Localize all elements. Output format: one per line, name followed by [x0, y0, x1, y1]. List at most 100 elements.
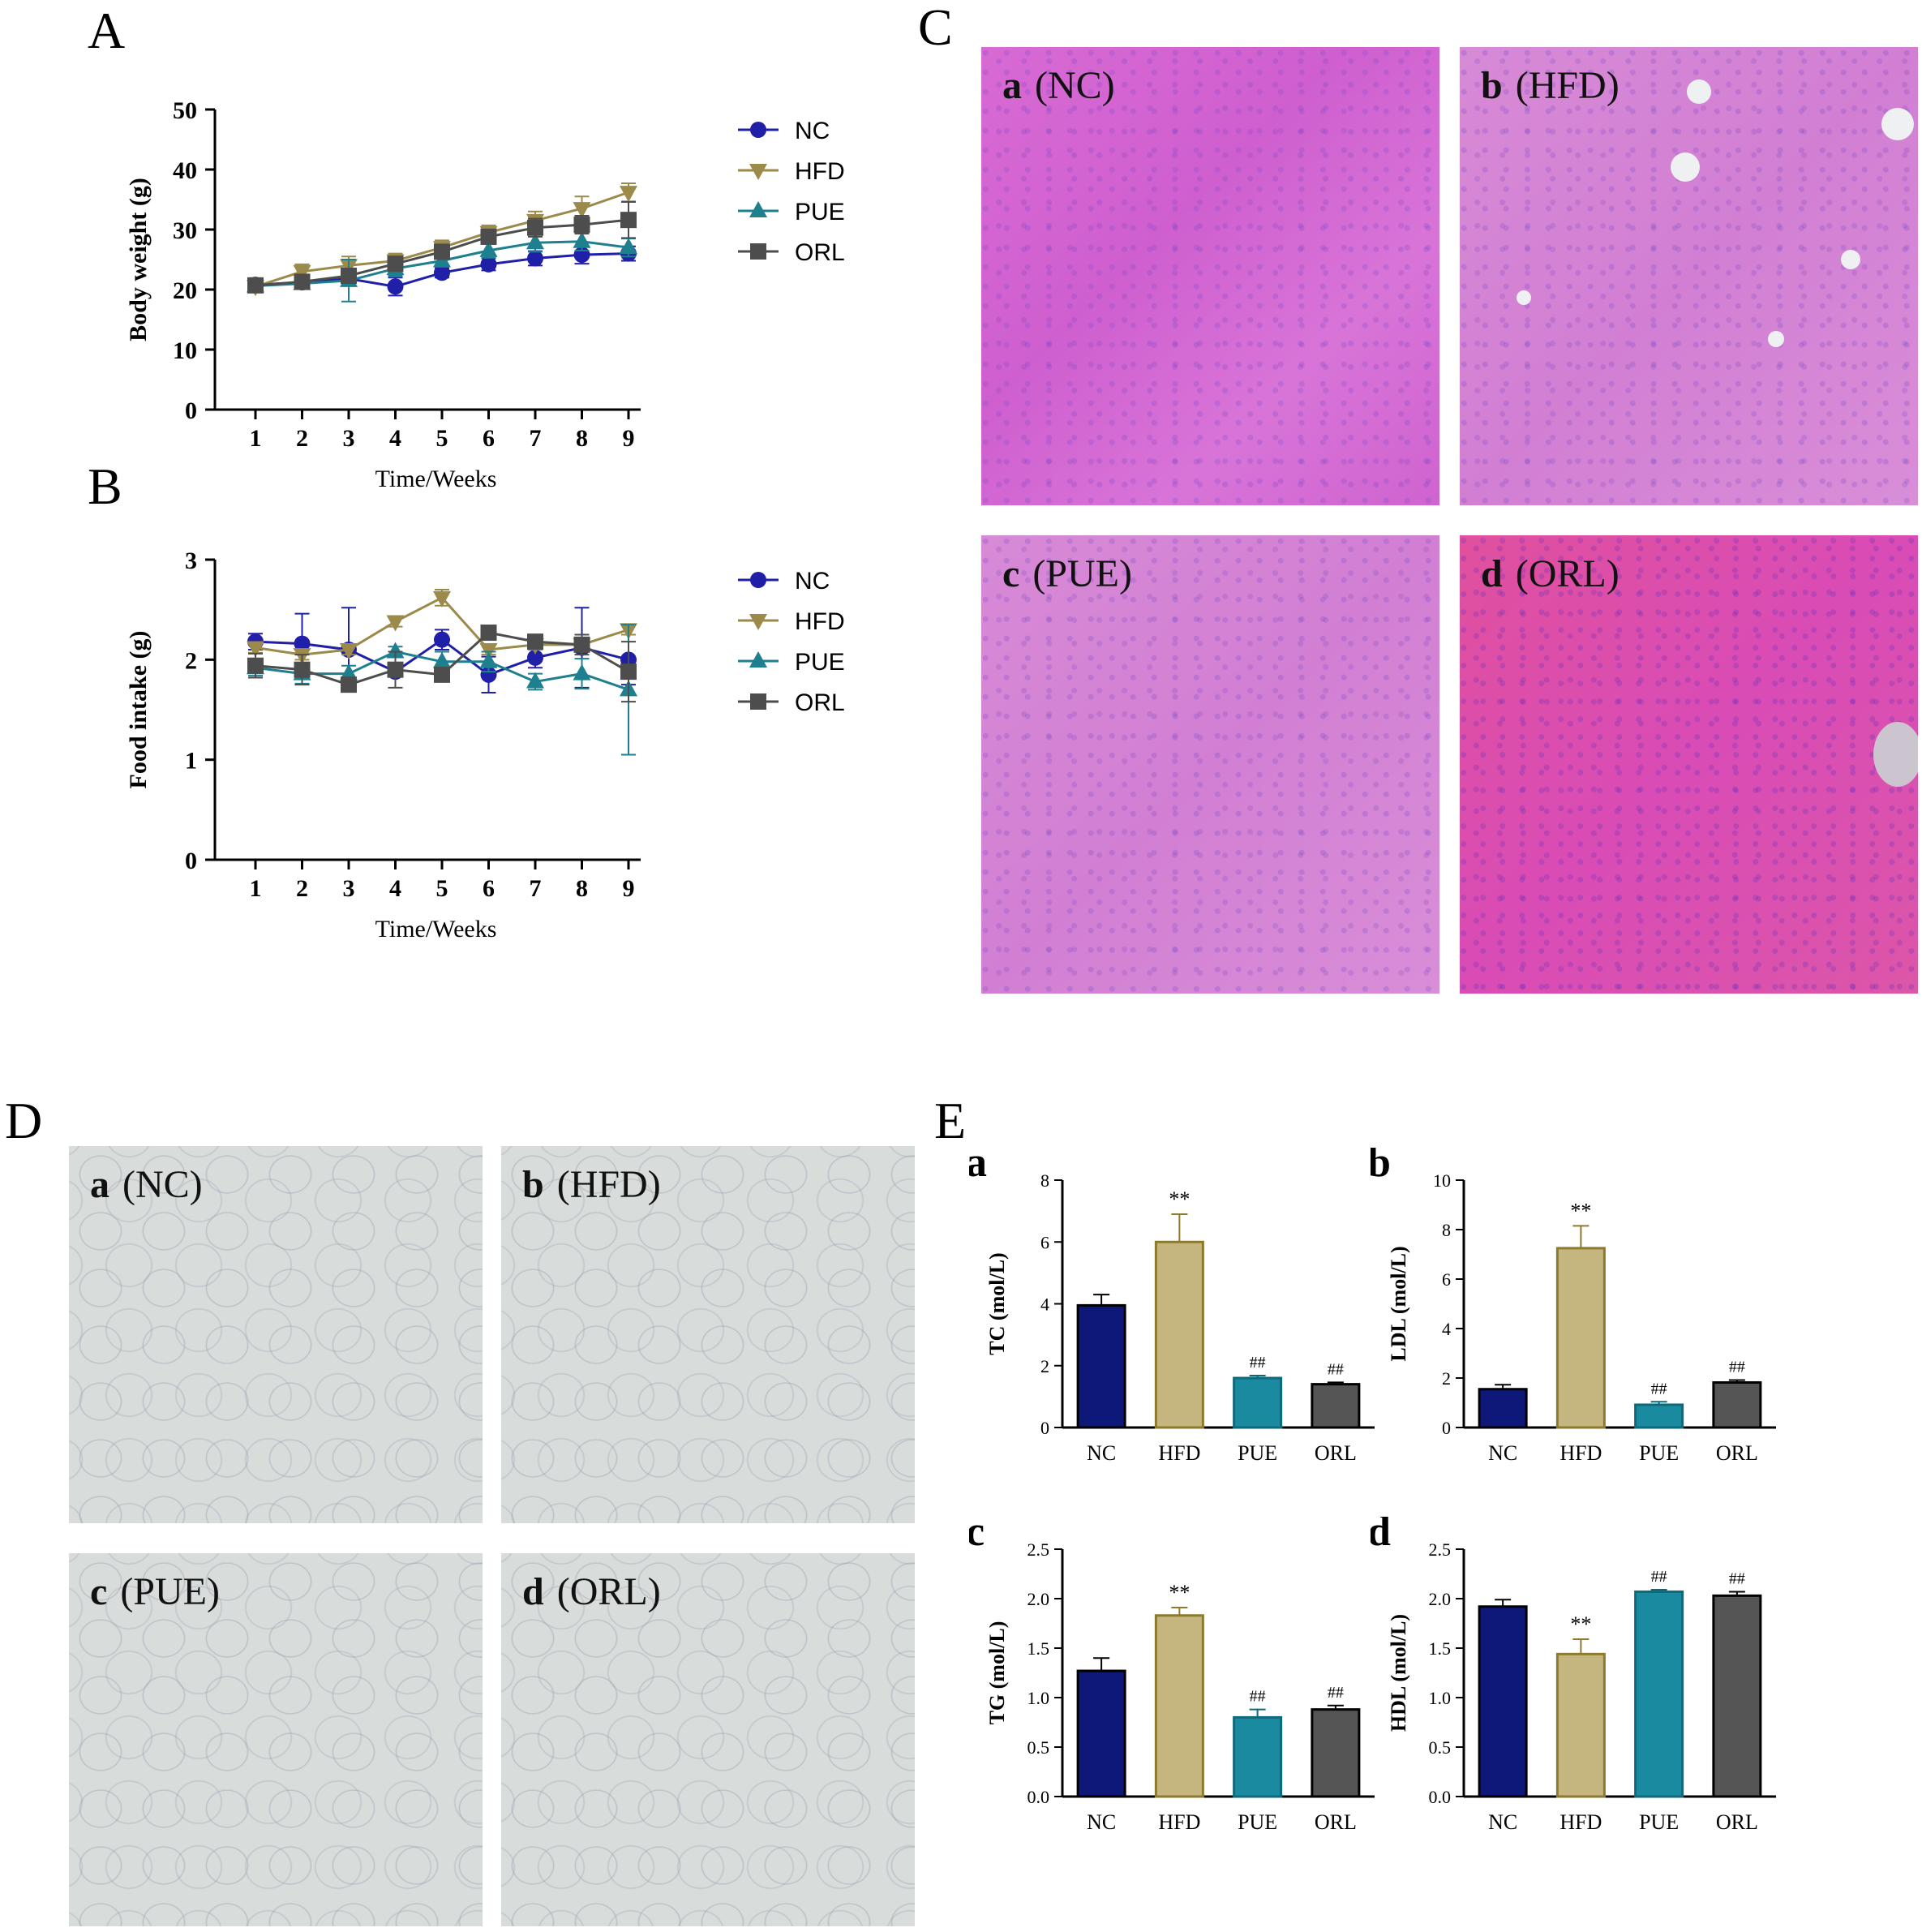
y-tick-label: 4 — [1442, 1319, 1451, 1339]
data-point — [527, 250, 543, 267]
data-point — [479, 651, 498, 668]
x-tick-label: 8 — [576, 425, 588, 452]
data-point — [479, 240, 498, 257]
x-tick-label: 9 — [623, 425, 635, 452]
tc-bar-chart: a 0 2 4 6 8 TC (mol/L) NC ** HFD ## PUE ## ORL — [969, 1148, 1375, 1465]
y-tick-label: 0 — [1040, 1418, 1049, 1438]
liver-micrograph-pue: c (PUE) — [981, 535, 1439, 994]
bar-pue — [1233, 1376, 1283, 1429]
x-tick-label: PUE — [1238, 1810, 1277, 1834]
legend-marker — [749, 201, 767, 217]
micrograph-label: d (ORL) — [522, 1570, 661, 1613]
bar-orl — [1712, 1380, 1762, 1429]
x-tick-label: 7 — [530, 875, 542, 902]
bar-hfd — [1555, 1247, 1606, 1429]
bar-nc — [1076, 1303, 1126, 1429]
data-point — [341, 267, 357, 284]
x-tick-label: ORL — [1716, 1441, 1758, 1465]
ldl-bar-chart: b 0 2 4 6 8 10 LDL (mol/L) NC ** HFD ## PUE ## ORL — [1371, 1148, 1776, 1465]
bar-hfd — [1555, 1652, 1606, 1798]
panel-label-c: C — [918, 0, 953, 56]
x-tick-label: NC — [1488, 1810, 1517, 1834]
x-tick-label: 5 — [436, 425, 448, 452]
x-tick-label: 6 — [483, 875, 495, 902]
y-tick-label: 6 — [1040, 1232, 1049, 1252]
x-axis-label: Time/Weeks — [375, 916, 497, 942]
significance-mark: ## — [1651, 1380, 1667, 1397]
data-point — [293, 264, 311, 281]
y-tick-label: 2 — [1040, 1356, 1049, 1376]
data-point — [573, 217, 590, 234]
y-axis-label: TC (mol/L) — [985, 1252, 1009, 1355]
y-axis-label: HDL (mol/L) — [1387, 1614, 1410, 1732]
legend-marker — [749, 614, 767, 630]
bar-orl — [1311, 1383, 1361, 1429]
x-tick-label: 3 — [343, 425, 355, 452]
data-point — [247, 641, 264, 658]
y-tick-label: 1.0 — [1027, 1688, 1050, 1708]
data-point — [480, 255, 497, 273]
x-tick-label: 8 — [576, 875, 588, 902]
y-tick-label: 0 — [1442, 1418, 1451, 1438]
significance-mark: ## — [1729, 1569, 1745, 1587]
data-point — [433, 590, 451, 608]
liver-micrograph-nc: a (NC) — [981, 47, 1439, 505]
subpanel-letter: d — [1371, 1517, 1391, 1555]
y-tick-label: 6 — [1442, 1269, 1451, 1290]
legend-marker — [750, 572, 766, 588]
significance-mark: ** — [1570, 1612, 1591, 1636]
bar-pue — [1634, 1403, 1684, 1429]
y-tick-label: 1.5 — [1429, 1638, 1452, 1659]
data-point — [387, 278, 404, 295]
significance-mark: ## — [1250, 1688, 1266, 1706]
y-tick-label: 0.0 — [1027, 1787, 1050, 1807]
legend: NC HFD PUE ORL — [738, 118, 845, 266]
subpanel-letter: b — [1371, 1148, 1391, 1186]
significance-mark: ** — [1570, 1199, 1591, 1222]
bar-hfd — [1154, 1614, 1204, 1798]
data-point — [387, 255, 404, 273]
data-point — [434, 264, 450, 281]
data-point — [527, 633, 543, 650]
data-point — [386, 615, 405, 632]
y-tick-label: 2.5 — [1027, 1539, 1050, 1560]
food-intake-line-chart: 0 1 2 3 1 2 3 4 5 6 7 8 9 Time/Weeks Food intake (g) NC… — [125, 547, 845, 942]
x-tick-label: 6 — [483, 425, 495, 452]
data-point — [573, 636, 590, 653]
x-axis-label: Time/Weeks — [375, 466, 497, 492]
y-axis-label: TG (mol/L) — [985, 1621, 1009, 1725]
x-tick-label: PUE — [1639, 1810, 1679, 1834]
significance-mark: ** — [1169, 1581, 1190, 1604]
x-tick-label: NC — [1488, 1441, 1517, 1465]
data-point — [526, 672, 544, 689]
series-orl — [247, 200, 637, 294]
y-tick-label: 2 — [1442, 1368, 1451, 1389]
data-point — [247, 277, 264, 294]
data-point — [386, 642, 405, 659]
x-tick-label: ORL — [1315, 1810, 1357, 1834]
legend-label: PUE — [795, 649, 845, 676]
x-tick-label: NC — [1087, 1441, 1116, 1465]
x-tick-label: HFD — [1559, 1441, 1602, 1465]
y-tick-label: 20 — [173, 277, 197, 304]
adipose-micrograph-hfd: b (HFD) — [501, 1146, 915, 1523]
y-tick-label: 2.5 — [1429, 1539, 1452, 1560]
adipose-micrograph-orl: d (ORL) — [501, 1553, 915, 1926]
micrograph-label: a (NC) — [90, 1163, 203, 1206]
y-tick-label: 2 — [185, 647, 197, 674]
y-tick-label: 0 — [185, 397, 197, 424]
data-point — [434, 243, 450, 260]
legend-label: HFD — [795, 608, 845, 635]
legend-marker — [749, 651, 767, 668]
data-point — [433, 651, 451, 668]
data-point — [573, 231, 591, 248]
data-point — [620, 212, 637, 229]
adipose-micrograph-pue: c (PUE) — [69, 1553, 483, 1926]
legend-label: ORL — [795, 239, 845, 266]
data-point — [340, 663, 358, 680]
x-tick-label: 9 — [623, 875, 635, 902]
data-point — [341, 676, 357, 693]
micrograph-label: c (PUE) — [1002, 552, 1132, 595]
data-point — [573, 663, 591, 680]
y-tick-label: 0.5 — [1027, 1737, 1050, 1758]
